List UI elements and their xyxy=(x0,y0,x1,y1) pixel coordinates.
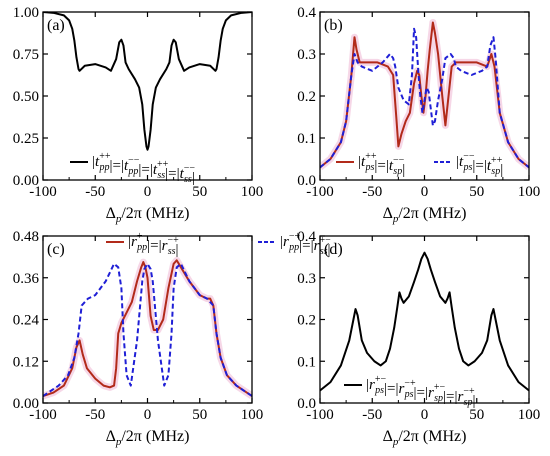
x-axis-title: Δp/2π (MHz) xyxy=(383,205,467,225)
series-line-1 xyxy=(320,21,529,169)
y-tick-label: 0.3 xyxy=(297,47,316,63)
panel-c: -100 -50 0 50 100 0.00 0.12 0.24 0.36 0.48 Δp/2π (… xyxy=(13,229,331,448)
x-tick-label: 50 xyxy=(469,184,484,200)
y-tick-label: 0.75 xyxy=(13,47,39,63)
series-line-2 xyxy=(43,262,252,397)
legend-entry: |r+− ps|=|r−+ ps|=|r+− sp|=|r−+ sp| xyxy=(344,374,476,409)
legend-label: |r+− pp|=|r−+ ss| xyxy=(128,231,179,258)
legend-label: |t−− ps|=|t++ sp| xyxy=(456,151,503,178)
x-tick-label: -50 xyxy=(362,407,382,423)
x-tick-label: -100 xyxy=(306,407,334,423)
x-tick-label: -100 xyxy=(29,184,57,200)
legend-entry: |r+− pp|=|r−+ ss| xyxy=(106,231,179,258)
panel-label: (b) xyxy=(324,17,343,34)
legend-entry: |t++ pp|=|t−− pp|=|t++ ss|=|t−− ss| xyxy=(70,151,195,186)
y-tick-label: 0.3 xyxy=(297,271,316,287)
plot-frame xyxy=(42,235,253,404)
x-tick-label: -50 xyxy=(362,184,382,200)
x-tick-label: 50 xyxy=(469,407,484,423)
y-tick-label: 0.2 xyxy=(297,313,316,329)
panel-label: (d) xyxy=(324,241,343,258)
x-tick-label: 0 xyxy=(144,184,152,200)
legend-label: |r+− ps|=|r−+ ps|=|r+− sp|=|r−+ sp| xyxy=(366,374,476,409)
series-line-1 xyxy=(320,251,529,392)
y-tick-label: 0.1 xyxy=(297,131,316,147)
x-tick-label: -50 xyxy=(85,407,105,423)
x-tick-label: 100 xyxy=(518,407,541,423)
x-tick-label: 100 xyxy=(518,184,541,200)
series-line-2 xyxy=(320,27,529,169)
y-tick-label: 0.1 xyxy=(297,354,316,370)
x-axis-title: Δp/2π (MHz) xyxy=(383,428,467,448)
y-tick-label: 0.24 xyxy=(13,313,40,329)
legend-entry: |r−+ pp|=|r+− ss| xyxy=(258,231,331,258)
y-tick-label: 0.4 xyxy=(297,229,316,245)
x-tick-label: 0 xyxy=(144,407,152,423)
y-tick-label: 0.0 xyxy=(297,396,316,412)
x-tick-label: 50 xyxy=(192,184,207,200)
y-tick-label: 0.00 xyxy=(13,396,39,412)
y-tick-label: 0.2 xyxy=(297,89,316,105)
y-tick-label: 0.0 xyxy=(297,173,316,189)
legend-entry: |t−− ps|=|t++ sp| xyxy=(434,151,503,178)
x-axis-title: Δp/2π (MHz) xyxy=(106,428,190,448)
series-line-1 xyxy=(43,259,252,397)
legend-label: |t++ pp|=|t−− pp|=|t++ ss|=|t−− ss| xyxy=(92,151,195,186)
panel-b: -100 -50 0 50 100 0.0 0.1 0.2 0.3 0.4 Δp/2π (MHz) (… xyxy=(297,5,540,225)
x-tick-label: 100 xyxy=(241,184,264,200)
legend-label: |r−+ pp|=|r+− ss| xyxy=(280,231,331,258)
x-tick-label: -50 xyxy=(85,184,105,200)
y-tick-label: 0.25 xyxy=(13,131,39,147)
panel-label: (c) xyxy=(47,241,65,258)
x-axis-title: Δp/2π (MHz) xyxy=(106,205,190,225)
legend-entry: |t++ ps|=|t−− sp| xyxy=(336,151,405,178)
y-tick-label: 0.12 xyxy=(13,354,39,370)
x-tick-label: 0 xyxy=(421,407,429,423)
y-tick-label: 0.50 xyxy=(13,89,39,105)
y-tick-label: 0.00 xyxy=(13,173,39,189)
panel-d: -100 -50 0 50 100 0.0 0.1 0.2 0.3 0.4 Δp/2π (MHz) (… xyxy=(297,229,540,448)
x-tick-label: -100 xyxy=(29,407,57,423)
y-tick-label: 0.48 xyxy=(13,229,39,245)
plot-frame xyxy=(319,235,530,404)
x-tick-label: -100 xyxy=(306,184,334,200)
x-tick-label: 50 xyxy=(192,407,207,423)
x-tick-label: 100 xyxy=(241,407,264,423)
y-tick-label: 1.00 xyxy=(13,5,39,21)
x-tick-label: 0 xyxy=(421,184,429,200)
series-line-1 xyxy=(43,12,252,151)
panel-a: -100 -50 0 50 100 0.00 0.25 0.50 0.75 1.00 Δp/2π (… xyxy=(13,5,264,225)
y-tick-label: 0.4 xyxy=(297,5,316,21)
panel-label: (a) xyxy=(47,17,65,34)
legend-label: |t++ ps|=|t−− sp| xyxy=(358,151,405,178)
y-tick-label: 0.36 xyxy=(13,271,40,287)
